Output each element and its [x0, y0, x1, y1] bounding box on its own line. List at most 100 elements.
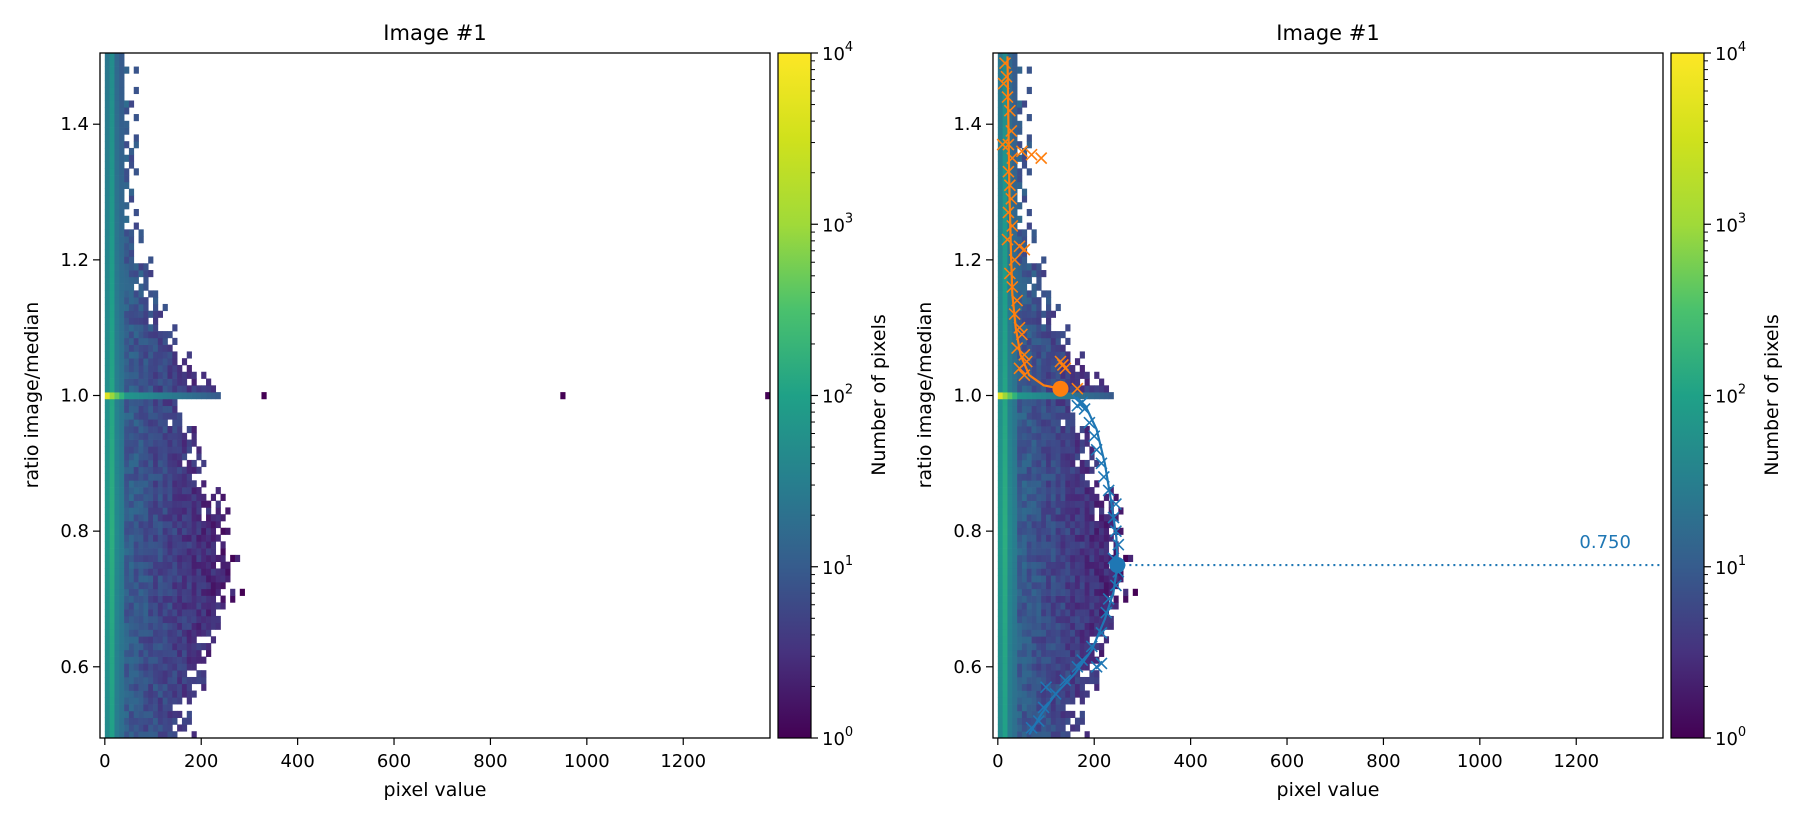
heatmap-cell — [157, 697, 164, 705]
heatmap-cell — [1050, 629, 1057, 637]
heatmap-cell — [1036, 324, 1042, 332]
heatmap-cell — [1021, 263, 1028, 271]
heatmap-cell — [1074, 446, 1081, 454]
heatmap-cell — [1041, 710, 1047, 718]
heatmap-cell — [1017, 588, 1023, 596]
heatmap-cell — [153, 514, 159, 522]
heatmap-cell — [1094, 582, 1100, 590]
heatmap-cell — [1089, 676, 1095, 685]
heatmap-cell — [1084, 480, 1090, 488]
heatmap-cell — [1026, 514, 1032, 522]
heatmap-cell — [109, 731, 115, 739]
heatmap-cell — [138, 229, 144, 237]
heatmap-cell — [1050, 602, 1057, 610]
heatmap-cell — [997, 297, 1003, 305]
heatmap-cell — [1060, 432, 1066, 440]
heatmap-cell — [114, 649, 120, 657]
heatmap-cell — [153, 595, 159, 603]
heatmap-cell — [1017, 663, 1023, 671]
heatmap-cell — [1055, 575, 1061, 583]
heatmap-cell — [143, 731, 149, 739]
heatmap-cell — [210, 541, 217, 549]
heatmap-cell — [177, 453, 183, 461]
heatmap-cell — [1012, 283, 1018, 291]
heatmap-cell — [114, 283, 120, 291]
heatmap-cell — [1002, 466, 1008, 474]
heatmap-cell — [1050, 419, 1057, 427]
heatmap-cell — [191, 500, 197, 508]
heatmap-cell — [1007, 615, 1013, 624]
heatmap-cell — [997, 147, 1003, 156]
heatmap-cell — [1036, 276, 1042, 284]
heatmap-cell — [1031, 405, 1037, 413]
x-marker — [1015, 145, 1028, 158]
heatmap-cell — [148, 419, 154, 427]
heatmap-cell — [124, 344, 130, 352]
heatmap-cell — [172, 466, 178, 474]
heatmap-cell — [1079, 473, 1085, 481]
heatmap-cell — [1017, 561, 1023, 569]
heatmap-cell — [128, 331, 135, 339]
heatmap-cell — [153, 432, 159, 440]
heatmap-cell — [1041, 364, 1047, 373]
heatmap-cell — [196, 534, 202, 542]
heatmap-cell — [177, 364, 183, 373]
heatmap-cell — [1079, 459, 1085, 468]
heatmap-cell — [138, 453, 144, 461]
heatmap-cell — [1046, 568, 1052, 576]
heatmap-cell — [104, 520, 110, 529]
heatmap-cell — [1079, 520, 1085, 529]
heatmap-cell — [997, 446, 1003, 454]
heatmap-cell — [177, 649, 183, 657]
heatmap-cell — [997, 622, 1003, 630]
heatmap-cell — [1012, 114, 1018, 122]
heatmap-cell — [138, 487, 144, 495]
heatmap-cell — [1041, 337, 1047, 345]
heatmap-cell — [1046, 575, 1052, 583]
colorbar-tick-label: 102 — [822, 383, 853, 408]
heatmap-cell — [181, 656, 188, 664]
heatmap-cell — [1021, 622, 1028, 630]
heatmap-cell — [1012, 459, 1018, 468]
heatmap-cell — [148, 582, 154, 590]
heatmap-cell — [1074, 582, 1081, 590]
heatmap-cell — [114, 256, 120, 264]
heatmap-cell — [1046, 439, 1052, 447]
heatmap-cell — [167, 507, 173, 515]
heatmap-cell — [1065, 643, 1071, 651]
heatmap-cell — [1050, 534, 1057, 542]
heatmap-cell — [1041, 351, 1047, 359]
heatmap-cell — [104, 215, 110, 223]
heatmap-cell — [1055, 337, 1061, 345]
outlier-cell — [765, 392, 771, 400]
heatmap-cell — [1070, 690, 1076, 698]
heatmap-cell — [157, 541, 164, 549]
heatmap-cell — [157, 548, 164, 556]
heatmap-cell — [153, 622, 159, 630]
heatmap-cell — [162, 364, 168, 373]
heatmap-cell — [1026, 697, 1032, 705]
heatmap-cell — [153, 602, 159, 610]
heatmap-cell — [109, 595, 115, 603]
heatmap-cell — [1021, 466, 1028, 474]
heatmap-cell — [1084, 649, 1090, 657]
heatmap-cell — [153, 636, 159, 644]
heatmap-cell — [1050, 622, 1057, 630]
heatmap-cell — [1046, 459, 1052, 468]
heatmap-cell — [1046, 690, 1052, 698]
heatmap-cell — [191, 371, 197, 379]
heatmap-cell — [1060, 507, 1066, 515]
heatmap-cell — [191, 643, 197, 651]
heatmap-cell — [1002, 371, 1008, 379]
x-marker — [1003, 104, 1016, 117]
heatmap-cell — [138, 364, 144, 373]
heatmap-cell — [1026, 724, 1032, 732]
heatmap-cell — [1055, 704, 1061, 712]
heatmap-cell — [1036, 514, 1042, 522]
heatmap-cell — [143, 575, 149, 583]
heatmap-cell — [1017, 337, 1023, 345]
heatmap-cell — [1002, 568, 1008, 576]
heatmap-cell — [153, 588, 159, 596]
heatmap-cell — [1031, 561, 1037, 569]
heatmap-cell — [201, 609, 207, 617]
